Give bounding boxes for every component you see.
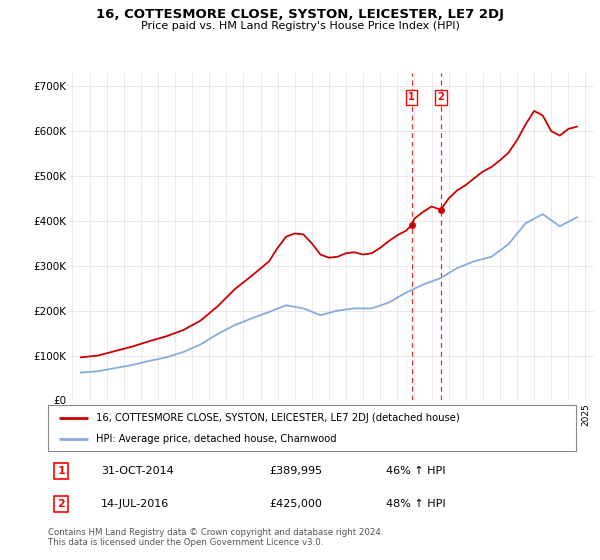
Text: 16, COTTESMORE CLOSE, SYSTON, LEICESTER, LE7 2DJ (detached house): 16, COTTESMORE CLOSE, SYSTON, LEICESTER,…: [95, 413, 459, 423]
Text: 16, COTTESMORE CLOSE, SYSTON, LEICESTER, LE7 2DJ: 16, COTTESMORE CLOSE, SYSTON, LEICESTER,…: [96, 8, 504, 21]
Point: [436, 205, 446, 214]
Text: 14-JUL-2016: 14-JUL-2016: [101, 499, 169, 509]
Text: 46% ↑ HPI: 46% ↑ HPI: [386, 466, 445, 476]
Text: Contains HM Land Registry data © Crown copyright and database right 2024.
This d: Contains HM Land Registry data © Crown c…: [48, 528, 383, 547]
Text: £389,995: £389,995: [270, 466, 323, 476]
Text: HPI: Average price, detached house, Charnwood: HPI: Average price, detached house, Char…: [95, 435, 336, 444]
Text: £425,000: £425,000: [270, 499, 323, 509]
Text: 2: 2: [58, 499, 65, 509]
Text: 31-OCT-2014: 31-OCT-2014: [101, 466, 173, 476]
Text: 1: 1: [408, 92, 415, 102]
Text: 2: 2: [437, 92, 444, 102]
Text: Price paid vs. HM Land Registry's House Price Index (HPI): Price paid vs. HM Land Registry's House …: [140, 21, 460, 31]
Point: [407, 221, 416, 230]
Text: 1: 1: [58, 466, 65, 476]
Text: 48% ↑ HPI: 48% ↑ HPI: [386, 499, 446, 509]
FancyBboxPatch shape: [48, 405, 576, 451]
